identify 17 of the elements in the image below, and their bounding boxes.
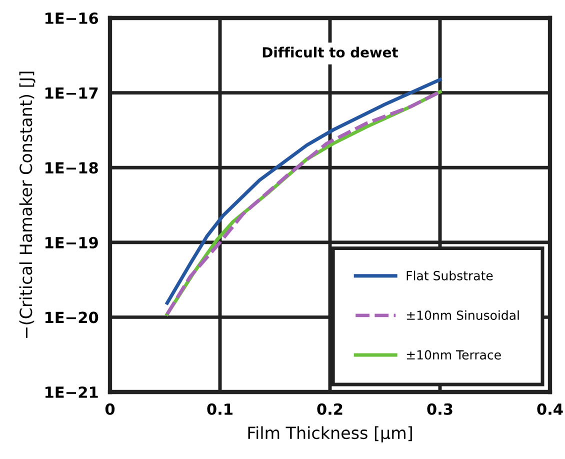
y-tick-label: 1E−21: [45, 386, 98, 398]
legend-label: Flat Substrate: [406, 270, 493, 280]
x-tick-label: 0.1: [207, 403, 232, 415]
y-tick-label: 1E−19: [45, 236, 98, 248]
y-tick-label: 1E−18: [45, 162, 98, 174]
x-tick-label: 0: [105, 403, 115, 415]
x-tick-label: 0.2: [317, 403, 342, 415]
y-tick-label: 1E−17: [45, 87, 98, 99]
x-tick-label: 0.4: [537, 403, 563, 415]
x-tick-label: 0.3: [427, 403, 452, 415]
annotation: Difficult to dewet: [262, 46, 398, 58]
legend-label: ±10nm Terrace: [406, 350, 501, 360]
x-axis-title: Film Thickness [μm]: [248, 426, 412, 442]
y-tick-label: 1E−20: [45, 312, 98, 324]
legend-label: ±10nm Sinusoidal: [406, 310, 519, 320]
y-tick-label: 1E−16: [45, 12, 98, 24]
y-axis-title: −(Critical Hamaker Constant) [J]: [19, 72, 36, 338]
